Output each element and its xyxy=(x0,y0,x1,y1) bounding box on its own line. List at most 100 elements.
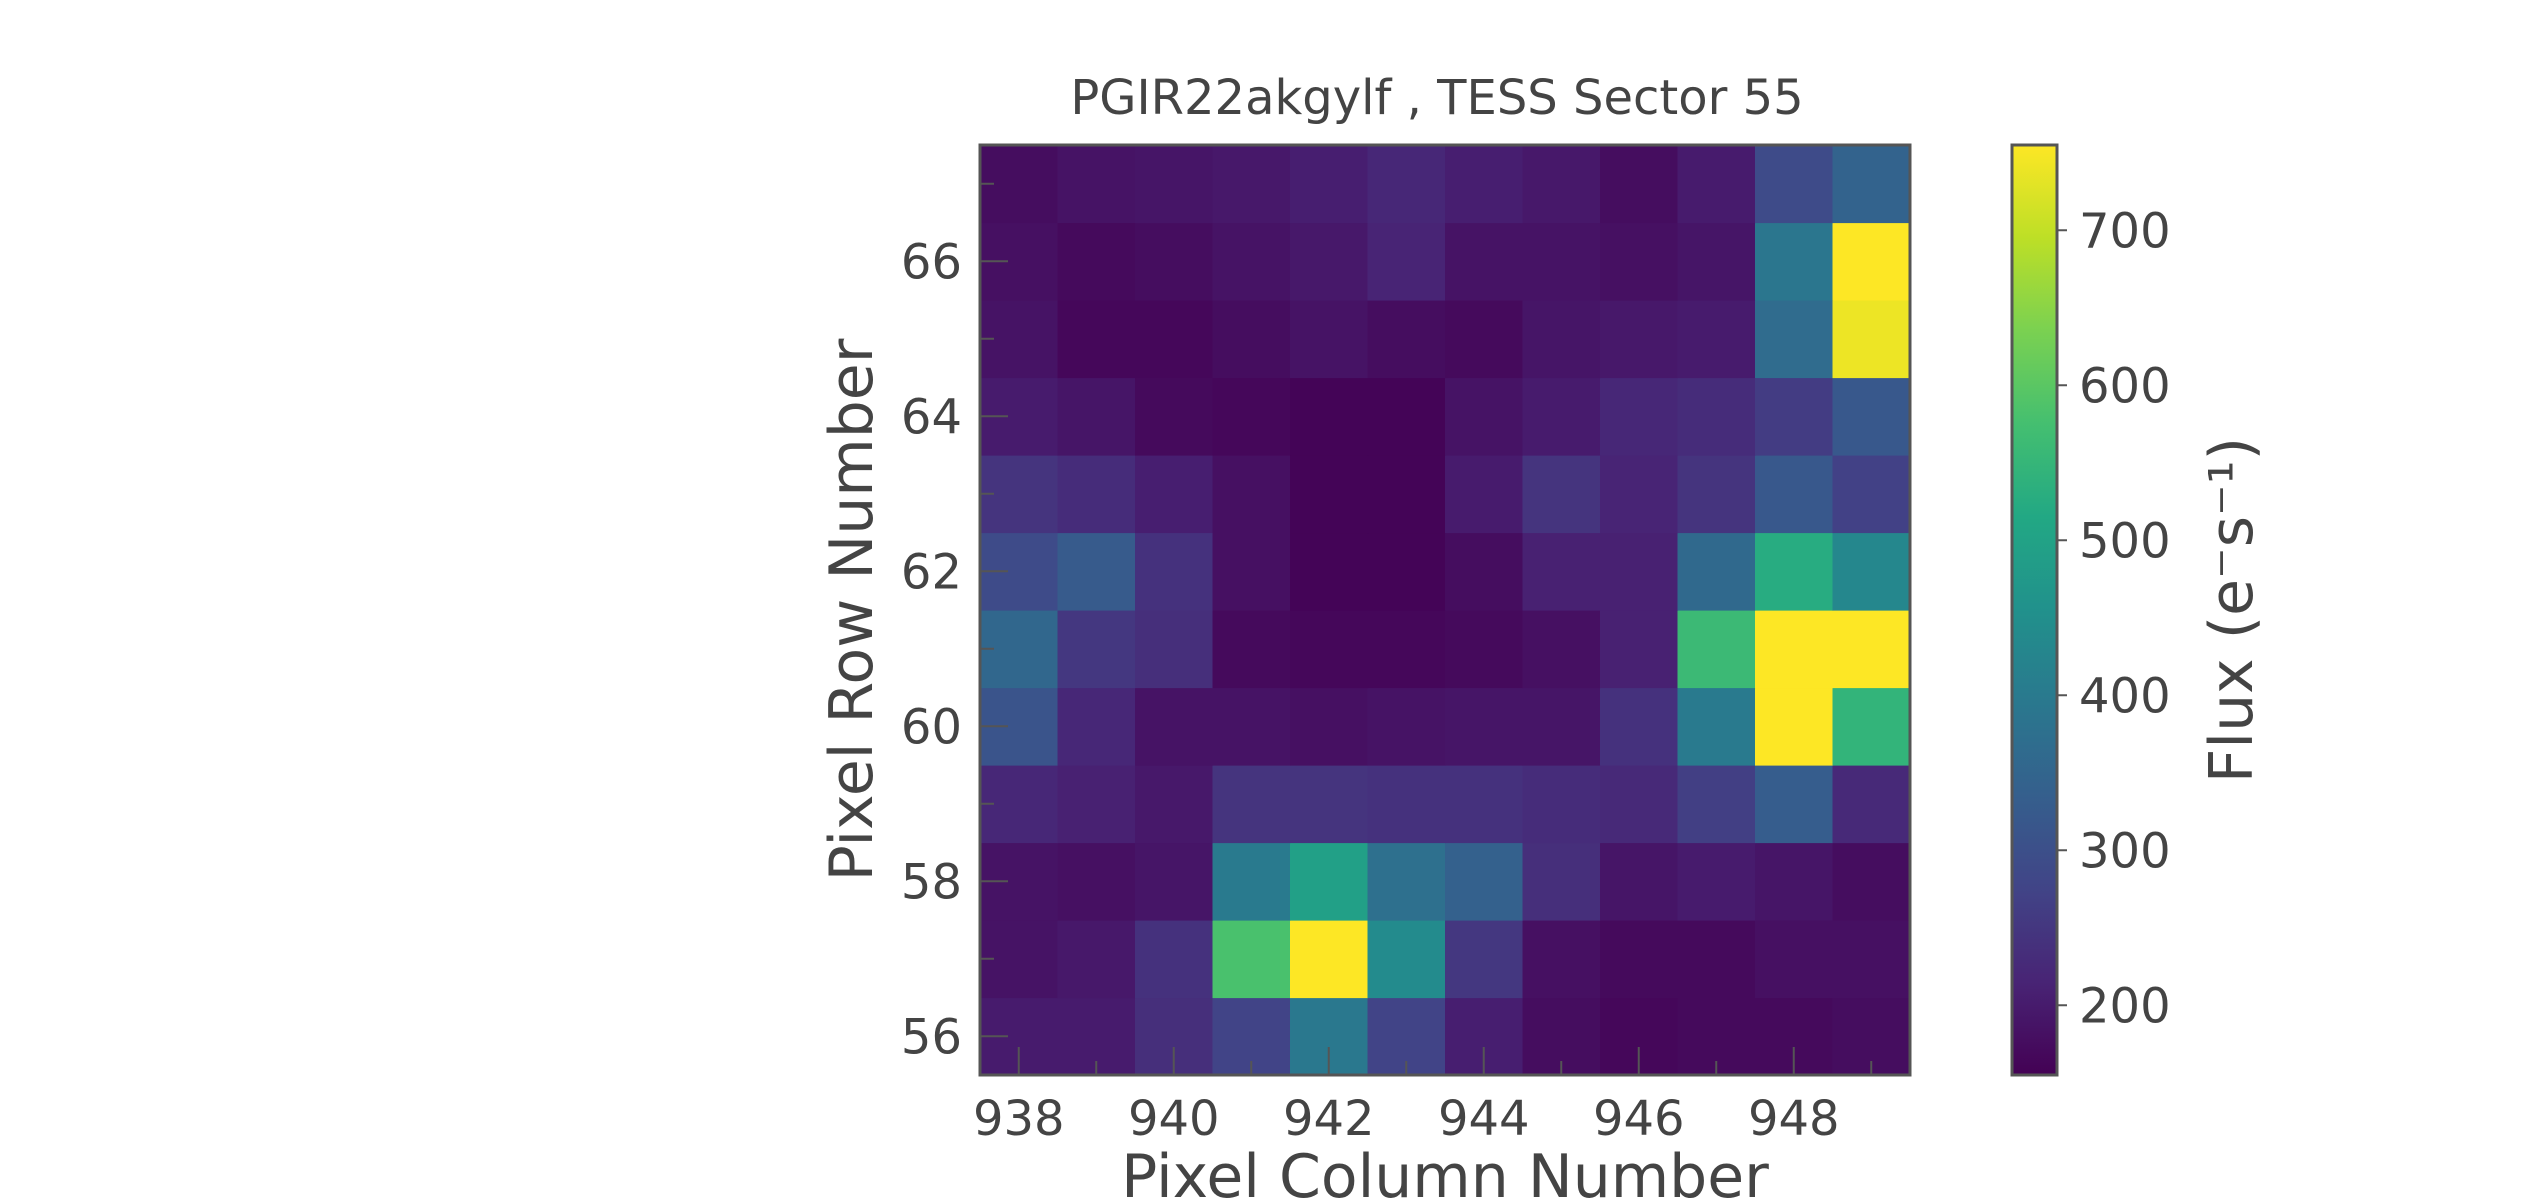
heatmap-cell xyxy=(1832,300,1911,379)
heatmap-cell xyxy=(1367,145,1446,224)
heatmap-cell xyxy=(1057,455,1136,534)
heatmap-cell xyxy=(1057,687,1136,766)
heatmap-cell xyxy=(1212,377,1291,456)
heatmap-cell xyxy=(1677,455,1756,534)
y-tick-label: 58 xyxy=(901,854,962,910)
chart-title: PGIR22akgylf , TESS Sector 55 xyxy=(1070,70,1803,126)
heatmap-cell xyxy=(1832,532,1911,611)
heatmap-cell xyxy=(1135,377,1214,456)
colorbar-tick-label: 400 xyxy=(2079,668,2171,724)
heatmap-cell xyxy=(1367,687,1446,766)
heatmap-cell xyxy=(1290,842,1369,921)
heatmap-cell xyxy=(1600,842,1679,921)
y-tick-label: 62 xyxy=(901,544,962,600)
heatmap-cell xyxy=(1290,687,1369,766)
heatmap-cell xyxy=(1832,377,1911,456)
heatmap-cell xyxy=(1367,920,1446,999)
heatmap-cell xyxy=(1212,610,1291,689)
heatmap-cell xyxy=(1212,300,1291,379)
heatmap-cell xyxy=(1135,687,1214,766)
heatmap-cell xyxy=(1367,222,1446,301)
heatmap-cell xyxy=(1367,532,1446,611)
heatmap-cell xyxy=(1755,687,1834,766)
x-axis-ticks: 938 940 942 944 946 948 xyxy=(973,1047,1873,1147)
heatmap-cell xyxy=(1677,610,1756,689)
heatmap-cell xyxy=(1367,765,1446,844)
heatmap-cell xyxy=(1522,532,1601,611)
heatmap-cell xyxy=(1832,145,1911,224)
y-tick-label: 56 xyxy=(901,1009,962,1065)
heatmap-cell xyxy=(1057,610,1136,689)
heatmap-cell xyxy=(1057,842,1136,921)
heatmap-cell xyxy=(1057,222,1136,301)
heatmap-cell xyxy=(1677,842,1756,921)
heatmap-cell xyxy=(1445,300,1524,379)
heatmap-cell xyxy=(1600,610,1679,689)
colorbar-tick-label: 300 xyxy=(2079,823,2171,879)
heatmap-cell xyxy=(1755,300,1834,379)
heatmap-cell xyxy=(1057,532,1136,611)
heatmap-cell xyxy=(1290,455,1369,534)
colorbar-label: Flux (e⁻s⁻¹) xyxy=(2197,437,2267,783)
heatmap-cell xyxy=(1135,222,1214,301)
heatmap-cell xyxy=(1832,920,1911,999)
y-tick-label: 66 xyxy=(901,234,962,290)
y-tick-label: 64 xyxy=(901,389,962,445)
heatmap-cell xyxy=(1135,610,1214,689)
heatmap-cell xyxy=(1445,145,1524,224)
heatmap-cell xyxy=(1290,610,1369,689)
heatmap-cell xyxy=(1290,300,1369,379)
heatmap-cell xyxy=(1832,687,1911,766)
heatmap-cell xyxy=(1367,610,1446,689)
heatmap-cell xyxy=(1600,920,1679,999)
heatmap-cell xyxy=(1677,377,1756,456)
heatmap-cell xyxy=(1522,610,1601,689)
heatmap-cell xyxy=(1445,377,1524,456)
heatmap-cell xyxy=(1212,222,1291,301)
heatmap-cell xyxy=(1600,765,1679,844)
heatmap-cell xyxy=(1600,687,1679,766)
heatmap-cell xyxy=(1600,145,1679,224)
colorbar-ticks: 200 300 400 500 600 700 xyxy=(2057,203,2171,1034)
heatmap-cell xyxy=(1135,532,1214,611)
heatmap-cell xyxy=(1135,300,1214,379)
heatmap-cell xyxy=(1135,455,1214,534)
heatmap-cell xyxy=(1755,842,1834,921)
heatmap-cell xyxy=(1057,920,1136,999)
heatmap-cell xyxy=(1367,455,1446,534)
heatmap-cell xyxy=(1677,222,1756,301)
heatmap-cell xyxy=(1135,842,1214,921)
heatmap-cell xyxy=(1755,222,1834,301)
colorbar-tick-label: 500 xyxy=(2079,513,2171,569)
y-axis-ticks: 56 58 60 62 64 66 xyxy=(901,182,1008,1065)
heatmap-cell xyxy=(1212,765,1291,844)
heatmap-cell xyxy=(1755,532,1834,611)
heatmap-cell xyxy=(1677,145,1756,224)
heatmap-cell xyxy=(1212,145,1291,224)
heatmap-cell xyxy=(1522,765,1601,844)
heatmap-cell xyxy=(1522,455,1601,534)
x-axis-label: Pixel Column Number xyxy=(1121,1142,1769,1200)
x-tick-label: 948 xyxy=(1748,1091,1840,1147)
x-tick-label: 946 xyxy=(1593,1091,1685,1147)
heatmap-cell xyxy=(1600,377,1679,456)
heatmap-cell xyxy=(1832,455,1911,534)
heatmap-cell xyxy=(1445,765,1524,844)
heatmap-cell xyxy=(1832,222,1911,301)
x-tick-label: 940 xyxy=(1128,1091,1220,1147)
heatmap-cell xyxy=(1445,610,1524,689)
heatmap-cell xyxy=(1755,455,1834,534)
heatmap-cell xyxy=(1600,532,1679,611)
heatmap-cell xyxy=(1677,300,1756,379)
colorbar-tick-label: 700 xyxy=(2079,203,2171,259)
colorbar xyxy=(2010,143,2059,1077)
heatmap-cell xyxy=(1057,765,1136,844)
heatmap-cell xyxy=(1057,300,1136,379)
heatmap-cell xyxy=(1057,145,1136,224)
heatmap-cell xyxy=(1212,455,1291,534)
heatmap-cell xyxy=(1445,455,1524,534)
heatmap-cell xyxy=(1135,765,1214,844)
heatmap-cell xyxy=(1290,765,1369,844)
heatmap-cell xyxy=(1445,842,1524,921)
